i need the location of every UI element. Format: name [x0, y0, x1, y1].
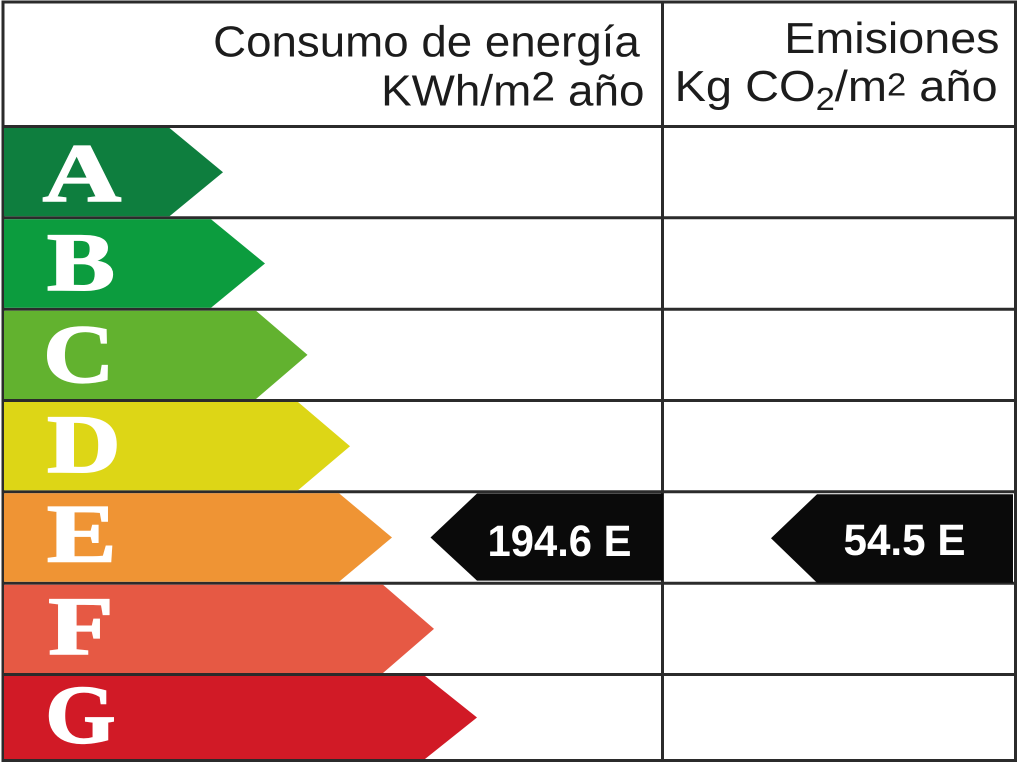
svg-text:E: E [47, 488, 117, 580]
svg-text:Kg CO2/m2 año: Kg CO2/m2 año [675, 63, 998, 117]
svg-text:B: B [47, 216, 115, 308]
svg-text:54.5 E: 54.5 E [844, 516, 966, 565]
svg-text:KWh/m2 año: KWh/m2 año [381, 63, 644, 115]
svg-text:F: F [48, 580, 113, 672]
svg-text:D: D [47, 398, 121, 490]
svg-text:Consumo de energía: Consumo de energía [213, 18, 640, 66]
svg-text:C: C [43, 308, 114, 400]
svg-text:G: G [45, 669, 115, 761]
svg-text:A: A [43, 127, 122, 219]
svg-text:194.6 E: 194.6 E [488, 517, 632, 566]
svg-text:Emisiones: Emisiones [784, 15, 999, 63]
